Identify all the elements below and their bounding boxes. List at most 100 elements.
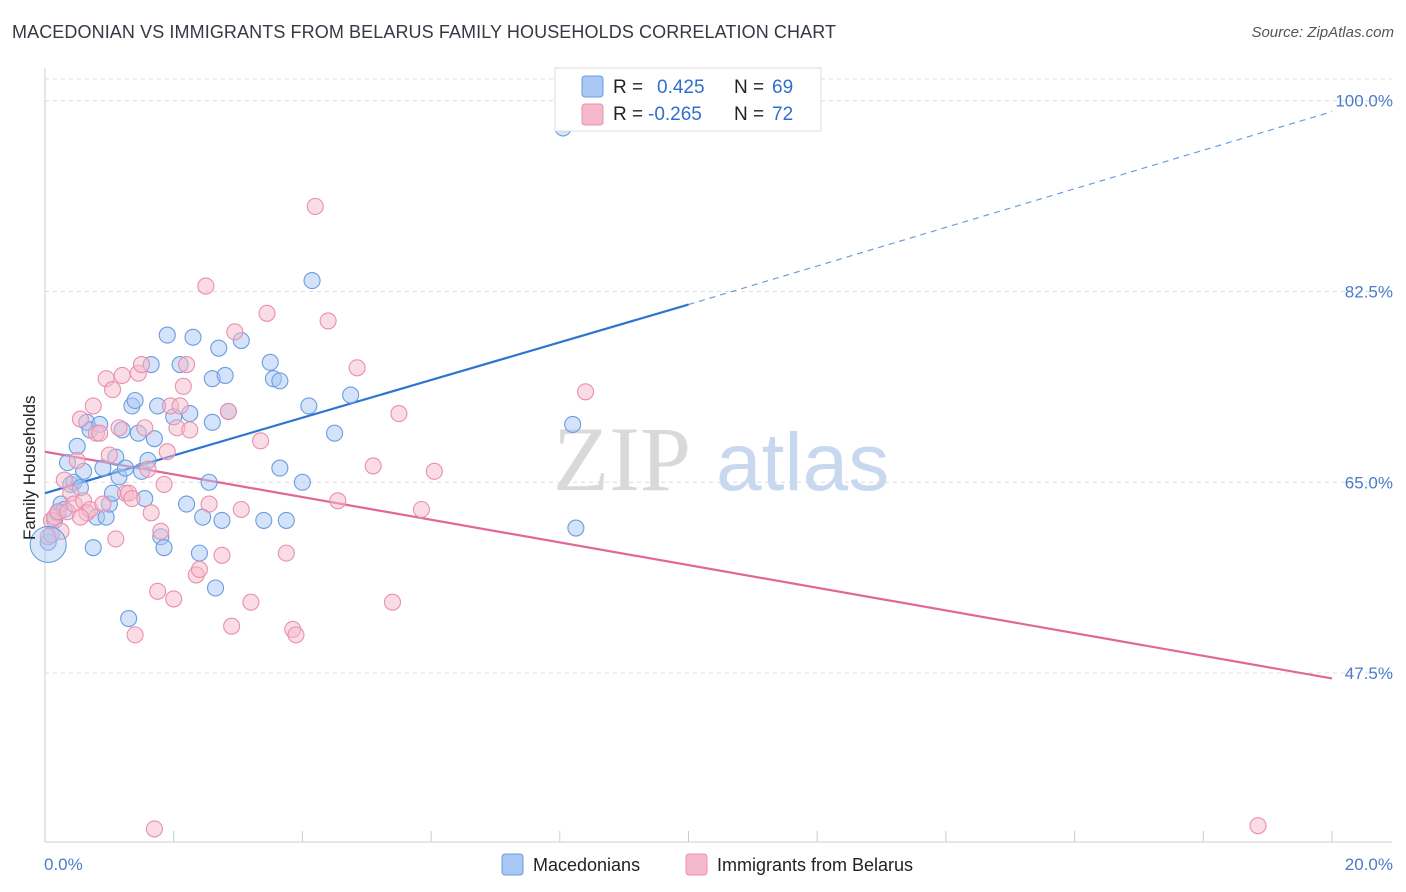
legend-r-value-1: 0.425 [657, 77, 705, 98]
point-belarus-48 [200, 495, 218, 513]
point-belarus-16 [91, 424, 109, 442]
point-belarus-23 [113, 366, 131, 384]
y-tick-labels: 47.5% 65.0% 82.5% 100.0% [1335, 92, 1393, 683]
point-macedonians-57 [271, 372, 289, 390]
point-belarus-62 [329, 492, 347, 510]
stats-legend: R = 0.425 N = 69 R = -0.265 N = 72 [554, 67, 822, 132]
point-macedonians-59 [277, 511, 295, 529]
point-macedonians-42 [184, 328, 202, 346]
point-belarus-67 [412, 500, 430, 519]
x-tick-label-0: 0.0% [44, 855, 83, 874]
point-macedonians-40 [178, 495, 196, 513]
point-belarus-22 [110, 419, 128, 437]
point-macedonians-47 [203, 413, 221, 431]
point-belarus-57 [277, 544, 295, 562]
point-belarus-14 [84, 397, 102, 415]
point-belarus-55 [252, 432, 270, 450]
series-legend-swatch-belarus [685, 853, 708, 876]
point-macedonians-43 [190, 544, 208, 562]
point-belarus-52 [226, 323, 244, 341]
point-belarus-68 [425, 462, 443, 480]
point-belarus-53 [232, 500, 250, 519]
trend-lines [44, 111, 1333, 680]
point-belarus-65 [383, 593, 402, 611]
point-belarus-61 [319, 312, 337, 330]
point-macedonians-24 [116, 459, 134, 477]
series-legend-label-belarus: Immigrants from Belarus [717, 855, 913, 875]
point-belarus-44 [181, 421, 199, 439]
point-macedonians-14 [84, 539, 102, 557]
point-macedonians-67 [567, 519, 585, 537]
point-macedonians-cluster [29, 525, 67, 563]
point-macedonians-25 [120, 609, 138, 628]
y-tick-label-3: 100.0% [1335, 92, 1393, 111]
point-belarus-19 [100, 446, 118, 464]
point-macedonians-9 [68, 437, 86, 455]
x-tick-label-1: 20.0% [1345, 855, 1393, 874]
series-legend-swatch-macedonians [501, 853, 524, 876]
series-legend: Macedonians Immigrants from Belarus [501, 853, 913, 876]
point-macedonians-37 [158, 326, 176, 344]
point-macedonians-27 [126, 391, 144, 410]
point-belarus-60 [306, 197, 324, 215]
point-belarus-27 [126, 626, 144, 644]
zipatlas-watermark: ZIP atlas [553, 408, 889, 510]
axes [44, 68, 1392, 843]
point-belarus-50 [219, 402, 237, 420]
point-belarus-59 [287, 626, 305, 644]
point-belarus-30 [136, 419, 154, 437]
point-belarus-43 [178, 355, 196, 374]
point-belarus-31 [139, 460, 157, 478]
point-macedonians-64 [342, 386, 360, 404]
point-belarus-42 [174, 377, 192, 395]
trendline-belarus [44, 450, 1333, 680]
data-points [29, 119, 1267, 838]
point-belarus-49 [213, 546, 231, 564]
point-belarus-20 [104, 381, 122, 399]
legend-n-label-1: N = [734, 77, 764, 98]
point-macedonians-51 [216, 366, 234, 384]
point-macedonians-46 [200, 473, 218, 491]
point-belarus-41 [171, 397, 189, 415]
point-belarus-32 [142, 504, 160, 522]
legend-r-label-2: R = [613, 104, 643, 125]
point-macedonians-54 [255, 511, 273, 529]
point-macedonians-66 [564, 415, 582, 434]
point-belarus-66 [390, 405, 408, 423]
point-belarus-71 [71, 508, 89, 526]
legend-swatch-pink [581, 103, 604, 126]
point-macedonians-62 [303, 272, 321, 290]
point-belarus-46 [190, 560, 208, 579]
series-legend-label-macedonians: Macedonians [533, 855, 640, 875]
point-belarus-56 [258, 304, 276, 322]
point-belarus-70 [1249, 817, 1267, 835]
point-belarus-34 [149, 582, 167, 600]
point-macedonians-58 [271, 459, 289, 477]
x-tick-labels: 0.0% 20.0% [44, 855, 1393, 874]
point-belarus-47 [197, 277, 215, 295]
point-macedonians-63 [326, 424, 344, 442]
point-belarus-21 [107, 530, 125, 548]
point-belarus-26 [123, 490, 141, 508]
y-tick-label-0: 47.5% [1345, 664, 1393, 683]
point-macedonians-50 [213, 511, 231, 529]
point-macedonians-48 [206, 579, 225, 597]
point-belarus-63 [348, 359, 366, 377]
point-macedonians-55 [261, 353, 279, 371]
point-belarus-39 [165, 590, 183, 608]
legend-swatch-blue [581, 75, 604, 98]
trendline-macedonians-projection [688, 111, 1333, 306]
point-macedonians-36 [155, 539, 173, 557]
point-belarus-9 [68, 451, 86, 470]
point-belarus-17 [94, 495, 112, 513]
y-axis-label: Family Households [20, 395, 39, 540]
y-tick-label-1: 65.0% [1345, 473, 1393, 492]
legend-n-value-1: 69 [772, 77, 793, 98]
point-belarus-33 [145, 820, 163, 838]
legend-r-label-1: R = [613, 77, 643, 98]
legend-n-label-2: N = [734, 104, 764, 125]
point-belarus-54 [242, 593, 260, 611]
point-belarus-10 [71, 410, 89, 428]
watermark-atlas: atlas [716, 417, 889, 508]
